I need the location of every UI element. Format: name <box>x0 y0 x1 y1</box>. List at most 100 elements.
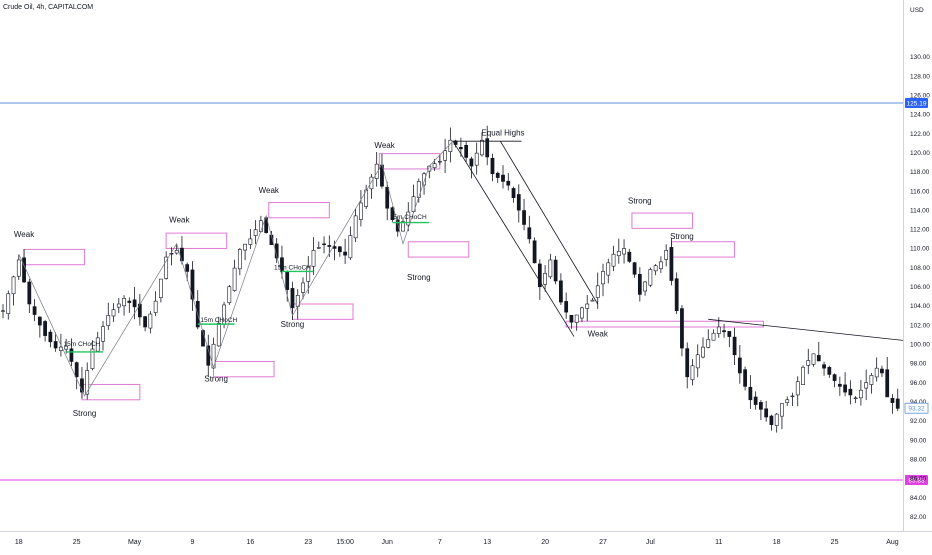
candle <box>395 216 400 237</box>
candle-body <box>343 251 347 256</box>
candle <box>80 366 84 399</box>
candle-body <box>806 360 811 366</box>
candle-body <box>216 322 221 347</box>
candle-body <box>316 247 321 249</box>
candle-body <box>832 374 837 381</box>
candle-body <box>285 271 290 290</box>
candle-body <box>643 281 647 292</box>
x-tick-label: 20 <box>541 539 549 546</box>
horizontal-levels <box>0 102 903 481</box>
candle-body <box>674 278 679 312</box>
y-tick-label: 82.00 <box>910 514 927 521</box>
candle <box>95 331 100 353</box>
candle-body <box>174 250 179 254</box>
annotation-choch-4: 15m CHoCH <box>390 214 427 221</box>
candle-body <box>816 355 821 362</box>
candle <box>90 340 95 371</box>
candle <box>264 216 269 234</box>
candle <box>659 256 663 273</box>
zone-box <box>268 201 330 219</box>
x-tick-label: 25 <box>73 539 81 546</box>
candle-body <box>406 211 411 226</box>
zone-box <box>213 360 275 378</box>
candle <box>653 264 658 276</box>
y-tick-label: 112.00 <box>910 227 930 234</box>
y-tick-label: 96.00 <box>910 380 927 387</box>
candle <box>480 132 484 157</box>
candle <box>301 277 305 300</box>
candle <box>137 294 142 326</box>
candle <box>759 400 763 421</box>
candle <box>380 153 384 189</box>
candle <box>343 238 347 264</box>
candle-body <box>469 158 474 167</box>
candle-body <box>6 293 11 314</box>
candle-body <box>801 366 805 385</box>
candle-body <box>416 181 421 198</box>
candle <box>64 338 69 354</box>
candle-body <box>716 326 721 334</box>
candle-body <box>843 384 847 393</box>
y-tick-label: 130.00 <box>910 54 930 61</box>
candle <box>485 125 490 166</box>
candle <box>774 412 779 433</box>
candle <box>406 202 411 232</box>
candle-body <box>622 248 626 255</box>
candle-body <box>774 413 779 426</box>
candle <box>695 344 700 378</box>
candle <box>522 198 526 231</box>
candle <box>374 151 379 187</box>
candle-body <box>706 339 711 348</box>
candle-body <box>569 314 574 323</box>
candle-body <box>506 180 511 186</box>
candle <box>553 255 558 285</box>
candle <box>859 380 863 406</box>
candle <box>832 373 837 388</box>
candle <box>364 184 369 209</box>
candle <box>580 306 584 323</box>
candle <box>6 290 11 320</box>
candle <box>664 244 669 267</box>
candle <box>780 403 784 430</box>
candle <box>422 172 426 195</box>
candle <box>601 263 605 297</box>
candle-body <box>795 381 800 396</box>
x-tick-label: Jun <box>382 539 393 546</box>
candle <box>853 396 858 404</box>
candle <box>843 372 847 397</box>
x-tick-label: 18 <box>773 539 781 546</box>
candle-body <box>159 278 163 298</box>
candle-body <box>769 415 774 425</box>
candle <box>737 345 742 384</box>
candle <box>637 267 642 302</box>
currency-label: USD <box>910 7 924 14</box>
candle-body <box>511 188 516 198</box>
candle-body <box>48 331 53 343</box>
candle-body <box>737 357 742 374</box>
candle <box>253 220 258 245</box>
candle <box>111 303 116 322</box>
candle-body <box>637 274 642 295</box>
candle <box>722 323 726 338</box>
candle <box>322 236 326 254</box>
candle-body <box>32 306 37 315</box>
candle <box>764 400 769 422</box>
candle <box>148 311 153 334</box>
x-tick-label: 7 <box>438 539 442 546</box>
candle <box>48 329 53 348</box>
candle <box>574 314 579 331</box>
y-tick-label: 122.00 <box>910 131 930 138</box>
candle <box>627 248 632 264</box>
candle-body <box>669 247 674 281</box>
candle <box>532 237 537 264</box>
candle-body <box>322 243 326 245</box>
candle-body <box>153 300 158 313</box>
candle-body <box>659 261 663 270</box>
candle <box>569 314 574 329</box>
channel-line <box>452 140 575 337</box>
x-tick-label: 18 <box>15 539 23 546</box>
annotation-weak-1: Weak <box>14 230 35 239</box>
candle <box>585 295 590 322</box>
